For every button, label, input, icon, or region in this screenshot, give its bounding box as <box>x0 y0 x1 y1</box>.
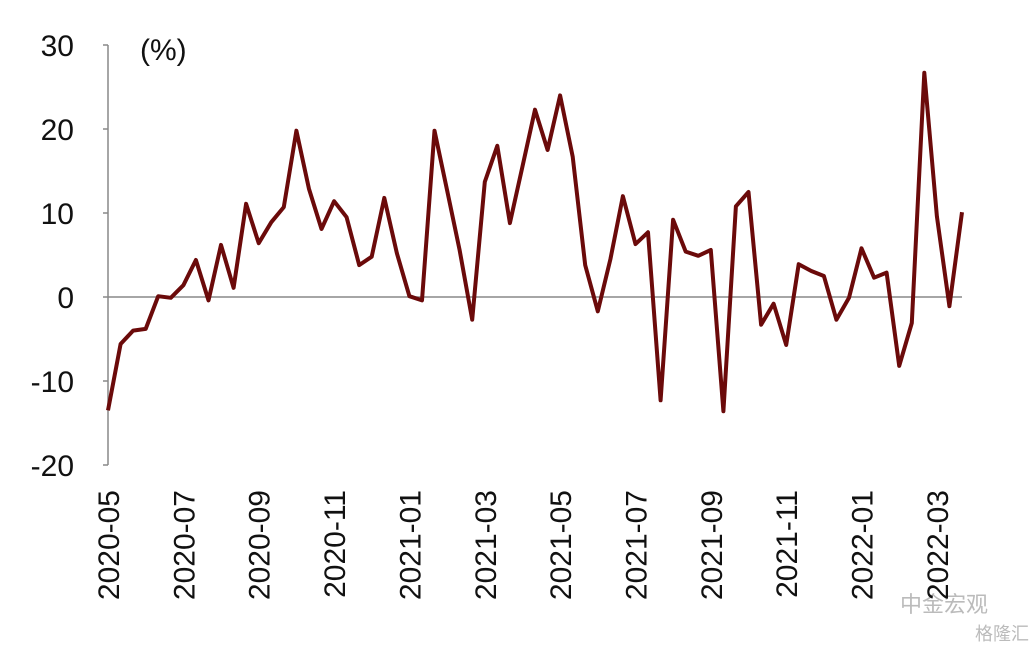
y-tick-label: 30 <box>41 30 74 63</box>
y-tick-label: 20 <box>41 114 74 147</box>
x-tick-label: 2021-05 <box>545 490 578 600</box>
watermark: 中金宏观 <box>900 592 988 617</box>
y-tick-label: -20 <box>31 450 74 483</box>
x-tick-label: 2021-11 <box>771 490 804 598</box>
x-tick-label: 2022-01 <box>847 490 880 600</box>
x-tick-label: 2020-05 <box>93 490 126 600</box>
y-tick-label: -10 <box>31 366 74 399</box>
y-tick-label: 10 <box>41 198 74 231</box>
x-tick-label: 2021-09 <box>696 490 729 600</box>
x-tick-label: 2021-01 <box>394 490 427 600</box>
line-series <box>106 70 964 414</box>
x-tick-label: 2021-07 <box>620 490 653 600</box>
x-tick-label: 2021-03 <box>470 490 503 600</box>
unit-annotation: (%) <box>140 34 187 67</box>
x-tick-label: 2020-07 <box>168 490 201 600</box>
x-tick-label: 2020-09 <box>244 490 277 600</box>
y-tick-label: 0 <box>57 282 74 315</box>
watermark: 格隆汇 <box>975 624 1029 644</box>
x-tick-label: 2022-03 <box>922 490 955 600</box>
x-tick-label: 2020-11 <box>319 490 352 598</box>
